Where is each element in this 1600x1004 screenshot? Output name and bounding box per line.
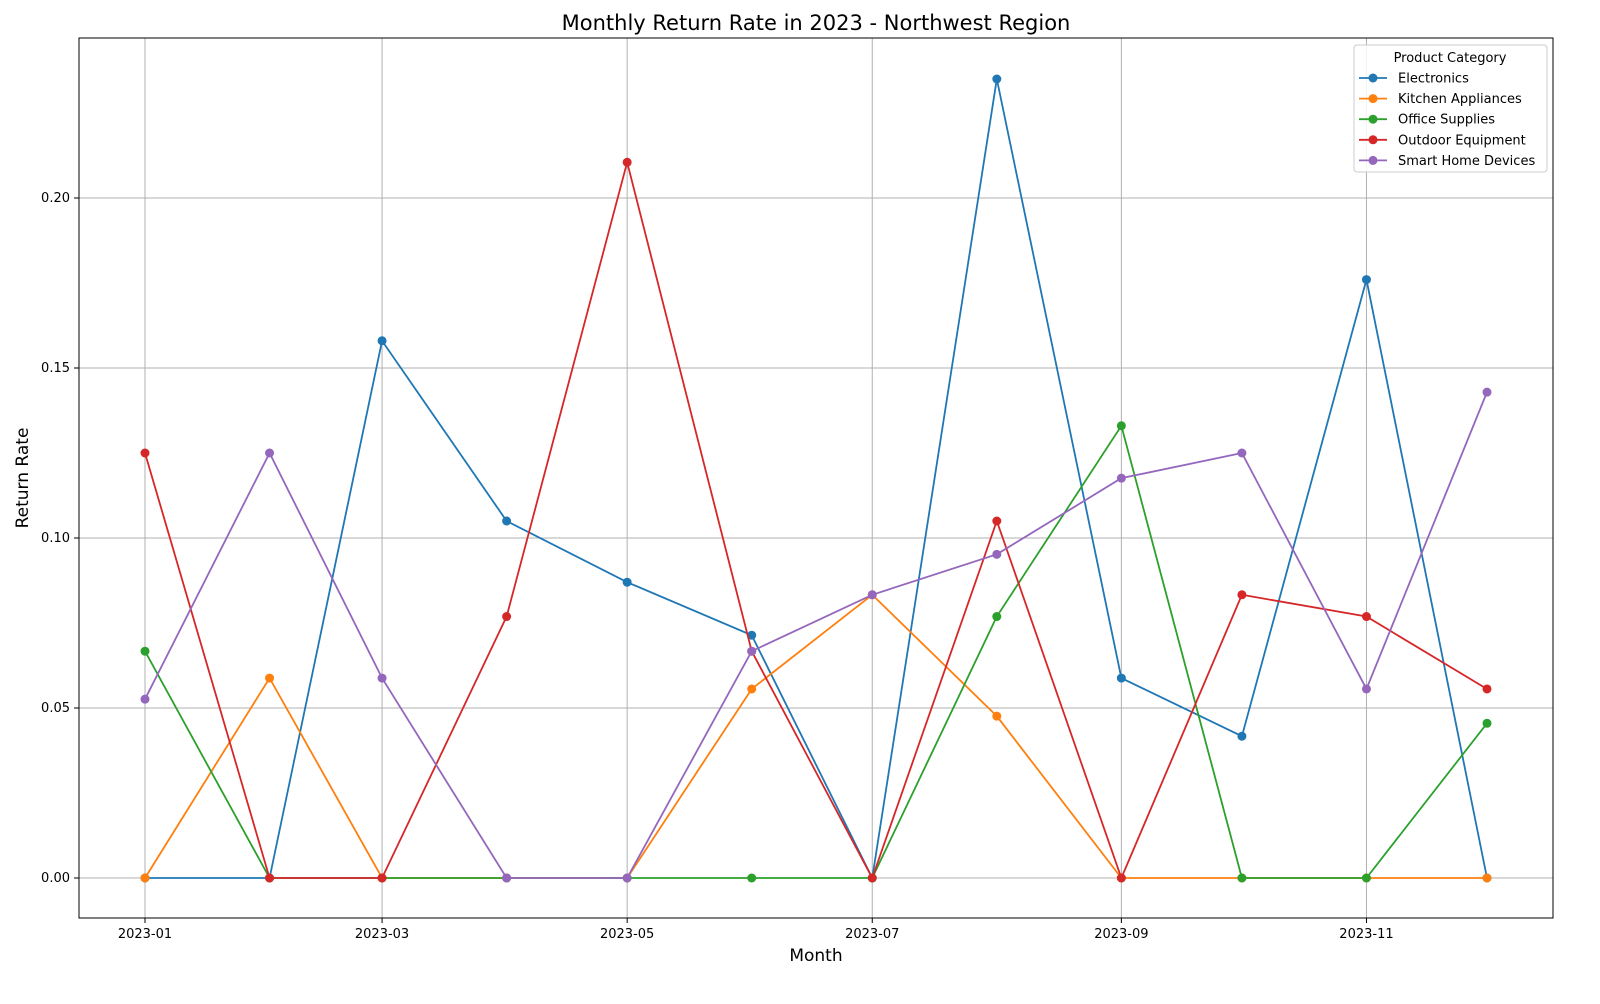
axis-ticks: 0.00 0.05 0.10 0.15 0.20 2023-01 2023-03 2023-0…: [41, 191, 1394, 942]
data-point: [1116, 421, 1126, 431]
data-point: [622, 157, 632, 167]
legend-marker: [1368, 135, 1378, 145]
series-line: [144, 391, 1488, 879]
data-point: [140, 694, 150, 704]
data-point: [1482, 387, 1492, 397]
data-point: [265, 673, 275, 683]
data-point: [140, 646, 150, 656]
series-lines: [140, 74, 1492, 883]
data-point: [867, 590, 877, 600]
plot-frame: [78, 37, 1554, 919]
data-point: [377, 873, 387, 883]
legend-marker: [1368, 114, 1378, 124]
x-tick-label: 2023-09: [1094, 927, 1148, 942]
y-tick-label: 0.05: [41, 701, 70, 716]
data-point: [1237, 873, 1247, 883]
data-point: [140, 873, 150, 883]
legend-label: Outdoor Equipment: [1398, 133, 1526, 148]
data-point: [502, 516, 512, 526]
data-point: [265, 873, 275, 883]
data-point: [502, 612, 512, 622]
legend: Product Category Electronics Kitchen Appli…: [1353, 44, 1548, 173]
data-point: [1237, 448, 1247, 458]
series-office-supplies: [140, 421, 1492, 883]
legend-label: Kitchen Appliances: [1398, 92, 1522, 107]
x-tick-label: 2023-05: [600, 927, 654, 942]
data-point: [502, 873, 512, 883]
data-point: [265, 448, 275, 458]
legend-marker: [1368, 94, 1378, 104]
data-point: [992, 612, 1002, 622]
legend-marker: [1368, 155, 1378, 165]
x-tick-label: 2023-07: [845, 927, 899, 942]
data-point: [992, 516, 1002, 526]
data-point: [867, 873, 877, 883]
series-line: [144, 423, 1488, 879]
data-point: [1116, 873, 1126, 883]
data-point: [992, 711, 1002, 721]
series-kitchen-appliances: [140, 590, 1492, 883]
data-point: [1361, 275, 1371, 285]
chart-title: Monthly Return Rate in 2023 - Northwest …: [562, 11, 1071, 35]
data-point: [992, 74, 1002, 84]
series-electronics: [140, 74, 1492, 883]
x-tick-label: 2023-11: [1339, 927, 1393, 942]
data-point: [747, 873, 757, 883]
y-axis-label: Return Rate: [13, 428, 33, 529]
data-point: [1361, 684, 1371, 694]
data-point: [1237, 590, 1247, 600]
legend-label: Smart Home Devices: [1398, 154, 1535, 169]
data-point: [622, 873, 632, 883]
data-point: [1482, 718, 1492, 728]
grid-lines: [79, 38, 1553, 918]
series-line: [145, 78, 1488, 881]
legend-marker: [1368, 73, 1378, 83]
data-point: [992, 549, 1002, 559]
data-point: [377, 673, 387, 683]
y-tick-label: 0.10: [41, 531, 70, 546]
series-line: [144, 158, 1488, 881]
data-point: [1237, 731, 1247, 741]
data-point: [140, 448, 150, 458]
legend-label: Electronics: [1398, 72, 1469, 87]
y-tick-label: 0.20: [41, 191, 70, 206]
legend-title: Product Category: [1394, 51, 1507, 66]
series-line: [144, 593, 1487, 879]
series-outdoor-equipment: [140, 157, 1492, 883]
data-point: [1482, 873, 1492, 883]
y-tick-label: 0.00: [41, 871, 70, 886]
series-smart-home-devices: [140, 387, 1492, 883]
data-point: [1116, 473, 1126, 483]
x-axis-label: Month: [789, 946, 842, 966]
legend-box: [1353, 44, 1548, 173]
data-point: [747, 684, 757, 694]
data-point: [747, 630, 757, 640]
y-tick-label: 0.15: [41, 361, 70, 376]
x-tick-label: 2023-03: [355, 927, 409, 942]
data-point: [1361, 873, 1371, 883]
data-point: [622, 577, 632, 587]
data-point: [1482, 684, 1492, 694]
data-point: [377, 336, 387, 346]
x-tick-label: 2023-01: [118, 927, 172, 942]
data-point: [747, 646, 757, 656]
legend-label: Office Supplies: [1398, 113, 1495, 128]
data-point: [1116, 673, 1126, 683]
data-point: [1361, 612, 1371, 622]
